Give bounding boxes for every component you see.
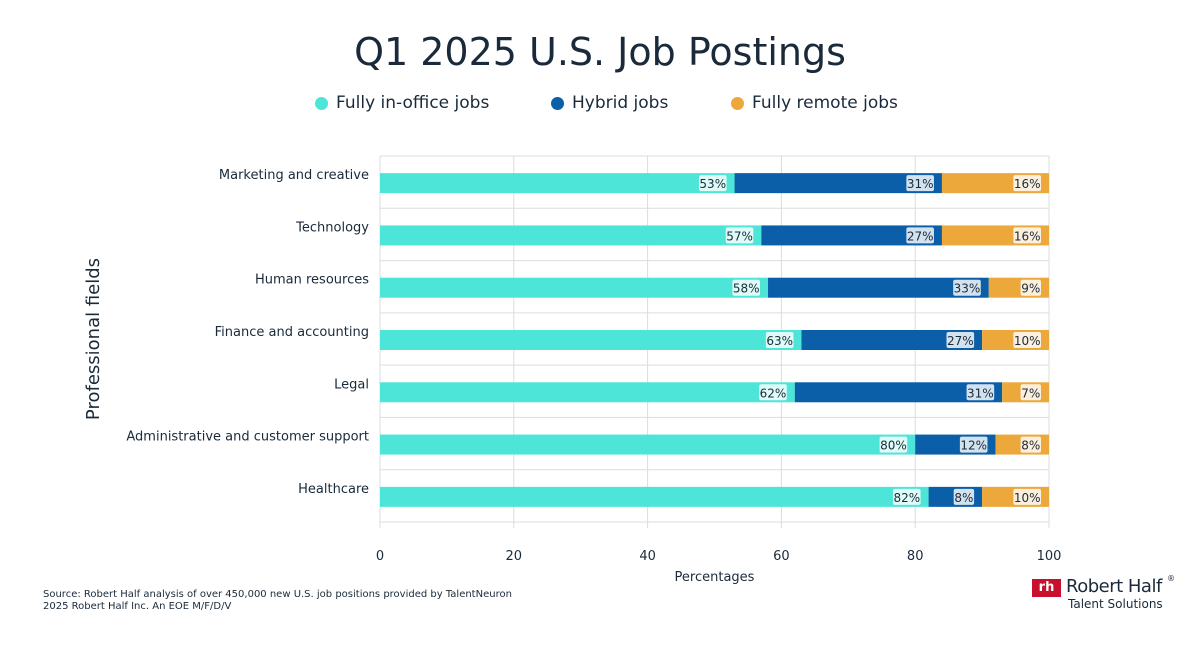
data-label: 10% (1014, 491, 1041, 505)
data-label-background (698, 175, 727, 192)
y-axis-title: Professional fields (83, 258, 104, 420)
category-label: Legal (334, 377, 369, 392)
data-label: 8% (1021, 439, 1040, 453)
x-axis-title: Percentages (675, 570, 755, 585)
legend-item-in-office: Fully in-office jobs (315, 93, 489, 113)
bar-segment-in-office (380, 434, 916, 455)
bar-segment-in-office (380, 330, 802, 350)
legend-label-hybrid: Hybrid jobs (572, 93, 669, 113)
data-label: 58% (733, 282, 760, 296)
category-label: Marketing and creative (219, 168, 369, 183)
data-label-background (946, 332, 975, 348)
category-label: Finance and accounting (215, 325, 369, 340)
data-label-background (1013, 488, 1041, 505)
data-label: 80% (880, 439, 907, 453)
data-label-background (953, 488, 975, 505)
category-label: Technology (295, 220, 369, 235)
data-label: 33% (954, 282, 981, 296)
legend-swatch-in-office (315, 96, 328, 110)
chart-title: Q1 2025 U.S. Job Postings (354, 30, 846, 74)
bar-segment-in-office (380, 277, 769, 298)
data-label-background (1013, 175, 1041, 192)
data-label-background (1020, 384, 1041, 401)
legend-label-in-office: Fully in-office jobs (336, 93, 490, 113)
legend-swatch-remote (731, 96, 744, 110)
data-label-background (959, 436, 988, 453)
x-tick-label: 40 (639, 549, 656, 564)
data-label: 27% (907, 229, 934, 243)
copyright-line: 2025 Robert Half Inc. An EOE M/F/D/V (43, 601, 232, 612)
category-label: Administrative and customer support (126, 430, 369, 445)
data-label-background (879, 436, 908, 453)
bar-segment-hybrid (761, 225, 942, 246)
category-label: Human resources (255, 273, 369, 288)
x-tick-label: 20 (506, 549, 523, 564)
brand-name-text: Robert Half (1066, 576, 1162, 597)
data-label-background (1020, 279, 1041, 296)
chart-legend: Fully in-office jobs Hybrid jobs Fully r… (0, 93, 1200, 119)
data-label-background (1020, 436, 1041, 453)
legend-item-hybrid: Hybrid jobs (551, 93, 668, 113)
data-label: 12% (960, 439, 987, 453)
bar-segment-in-office (380, 225, 762, 246)
legend-swatch-hybrid (551, 96, 564, 110)
bar-segment-hybrid (801, 330, 983, 350)
data-label: 57% (726, 229, 753, 243)
category-label: Healthcare (298, 482, 369, 497)
bar-segment-hybrid (734, 173, 942, 194)
data-label-background (892, 488, 921, 505)
bar-segment-in-office (380, 486, 929, 507)
data-label-background (1013, 227, 1041, 244)
data-label: 16% (1014, 229, 1041, 243)
brand-subtitle: Talent Solutions (1068, 597, 1163, 611)
data-label-background (725, 227, 754, 244)
robert-half-logo: rh Robert Half ® Talent Solutions (1032, 574, 1192, 612)
data-label-background (906, 175, 934, 192)
data-label: 8% (954, 491, 973, 505)
data-label-background (732, 279, 761, 296)
source-line: Source: Robert Half analysis of over 450… (43, 589, 512, 600)
bar-segment-hybrid (794, 382, 1003, 403)
x-tick-label: 60 (773, 549, 790, 564)
data-label-background (765, 332, 794, 348)
x-tick-label: 0 (376, 549, 384, 564)
data-label-background (966, 384, 995, 401)
legend-label-remote: Fully remote jobs (752, 93, 898, 113)
x-tick-label: 100 (1037, 549, 1062, 564)
data-label-background (906, 227, 934, 244)
logo-mark: rh (1032, 579, 1061, 597)
registered-mark: ® (1167, 574, 1175, 583)
data-label: 82% (893, 491, 920, 505)
data-label-background (953, 279, 981, 296)
bar-segment-in-office (380, 382, 795, 403)
data-label-background (759, 384, 787, 401)
data-label: 27% (947, 334, 974, 348)
data-label: 31% (907, 177, 934, 191)
x-tick-label: 80 (907, 549, 924, 564)
data-label-background (1013, 332, 1041, 348)
data-label: 63% (766, 334, 793, 348)
data-label: 31% (967, 386, 994, 400)
bar-segment-hybrid (768, 277, 989, 298)
data-label: 10% (1014, 334, 1041, 348)
legend-item-remote: Fully remote jobs (731, 93, 898, 113)
bar-segment-in-office (380, 173, 735, 194)
data-label: 9% (1021, 282, 1040, 296)
brand-name: Robert Half (1066, 576, 1162, 597)
data-label: 62% (760, 386, 787, 400)
data-label: 7% (1021, 386, 1040, 400)
source-note: Source: Robert Half analysis of over 450… (43, 589, 512, 613)
data-label: 53% (699, 177, 726, 191)
data-label: 16% (1014, 177, 1041, 191)
